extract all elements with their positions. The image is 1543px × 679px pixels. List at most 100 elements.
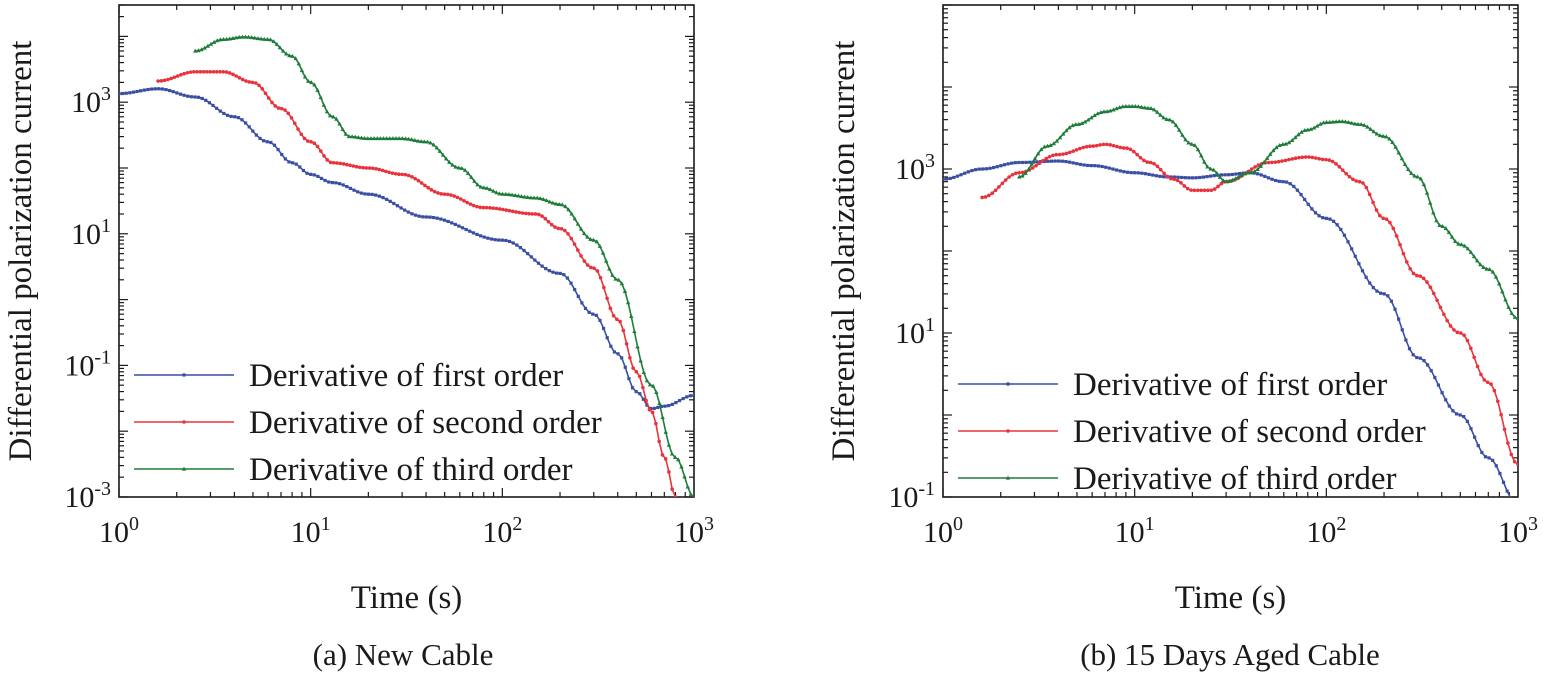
data-point <box>605 296 609 301</box>
data-point <box>462 167 468 172</box>
data-point <box>1061 152 1065 156</box>
data-point <box>1140 171 1144 175</box>
data-point <box>1283 141 1289 146</box>
data-point <box>1287 157 1291 162</box>
data-point <box>305 139 310 143</box>
data-point <box>1438 305 1443 310</box>
data-point <box>237 76 242 80</box>
data-point <box>374 166 378 171</box>
data-point <box>1271 148 1276 153</box>
data-point <box>981 167 985 171</box>
data-point <box>432 189 437 194</box>
data-point <box>181 466 187 471</box>
data-point <box>331 114 336 119</box>
data-point <box>1496 281 1502 286</box>
data-point <box>538 196 543 201</box>
data-point <box>1480 450 1484 455</box>
data-point <box>1384 217 1389 221</box>
data-point <box>1129 171 1133 175</box>
y-tick-exp: -3 <box>94 478 111 500</box>
data-point <box>1490 269 1496 274</box>
data-point <box>406 210 410 214</box>
data-point <box>1263 174 1267 178</box>
data-point <box>294 162 298 166</box>
data-point <box>1384 134 1389 139</box>
data-point <box>497 191 502 196</box>
y-axis-label: Differential polarization current <box>3 41 39 462</box>
series-2 <box>980 142 1518 467</box>
data-point <box>381 196 385 200</box>
data-point <box>540 214 544 218</box>
data-point <box>435 216 439 220</box>
data-point <box>279 106 284 111</box>
data-point <box>1187 176 1191 180</box>
data-point <box>1346 240 1350 244</box>
data-point <box>446 219 450 224</box>
data-point <box>1469 346 1473 351</box>
data-point <box>1259 173 1263 177</box>
data-point <box>1147 172 1151 176</box>
data-point <box>244 79 248 83</box>
plot-area <box>943 103 1518 497</box>
data-point <box>462 198 466 203</box>
data-point <box>188 70 193 74</box>
data-point <box>1352 121 1358 126</box>
data-point <box>1515 316 1518 321</box>
data-point <box>1219 181 1224 186</box>
data-point <box>332 161 336 165</box>
data-point <box>247 125 251 129</box>
data-point <box>1280 141 1285 146</box>
data-point <box>368 136 374 141</box>
data-point <box>1346 119 1351 124</box>
data-point <box>494 206 499 211</box>
data-point <box>588 236 593 241</box>
data-point <box>262 139 266 143</box>
data-point <box>1498 471 1502 476</box>
data-point <box>1139 104 1144 109</box>
data-point <box>518 245 523 250</box>
data-point <box>182 373 186 377</box>
data-point <box>290 161 295 165</box>
x-tick-label: 103 <box>1498 513 1538 549</box>
data-point <box>623 365 627 369</box>
data-point <box>456 165 461 170</box>
data-point <box>569 211 574 216</box>
data-point <box>660 453 665 457</box>
data-point <box>202 45 207 50</box>
data-point <box>500 238 504 242</box>
data-point <box>547 269 551 273</box>
data-point <box>1380 133 1386 138</box>
data-point <box>1104 165 1108 169</box>
data-point <box>1266 176 1271 180</box>
data-point <box>1158 174 1162 178</box>
data-point <box>1186 140 1191 145</box>
data-point <box>195 69 199 74</box>
data-point <box>556 226 561 231</box>
data-point <box>1170 119 1176 124</box>
data-point <box>465 200 470 205</box>
data-point <box>247 80 252 84</box>
data-point <box>556 201 562 206</box>
data-point <box>1151 107 1157 112</box>
data-point <box>251 129 255 133</box>
data-point <box>669 451 675 456</box>
series-line <box>119 87 694 410</box>
data-point <box>1198 153 1204 158</box>
y-tick-base: 10 <box>71 86 101 119</box>
data-point <box>1173 122 1179 127</box>
data-point <box>1425 280 1429 284</box>
data-point <box>172 75 177 80</box>
data-point <box>1310 207 1314 211</box>
data-point <box>236 116 240 120</box>
data-point <box>1364 275 1368 279</box>
x-axis-label: Time (s) <box>1175 580 1287 616</box>
data-point <box>387 136 392 141</box>
data-point <box>224 36 229 41</box>
x-tick-base: 10 <box>291 516 321 549</box>
data-point <box>160 87 164 91</box>
data-point <box>153 87 157 91</box>
data-point <box>491 188 496 193</box>
data-point <box>594 313 598 317</box>
data-point <box>1002 163 1007 167</box>
